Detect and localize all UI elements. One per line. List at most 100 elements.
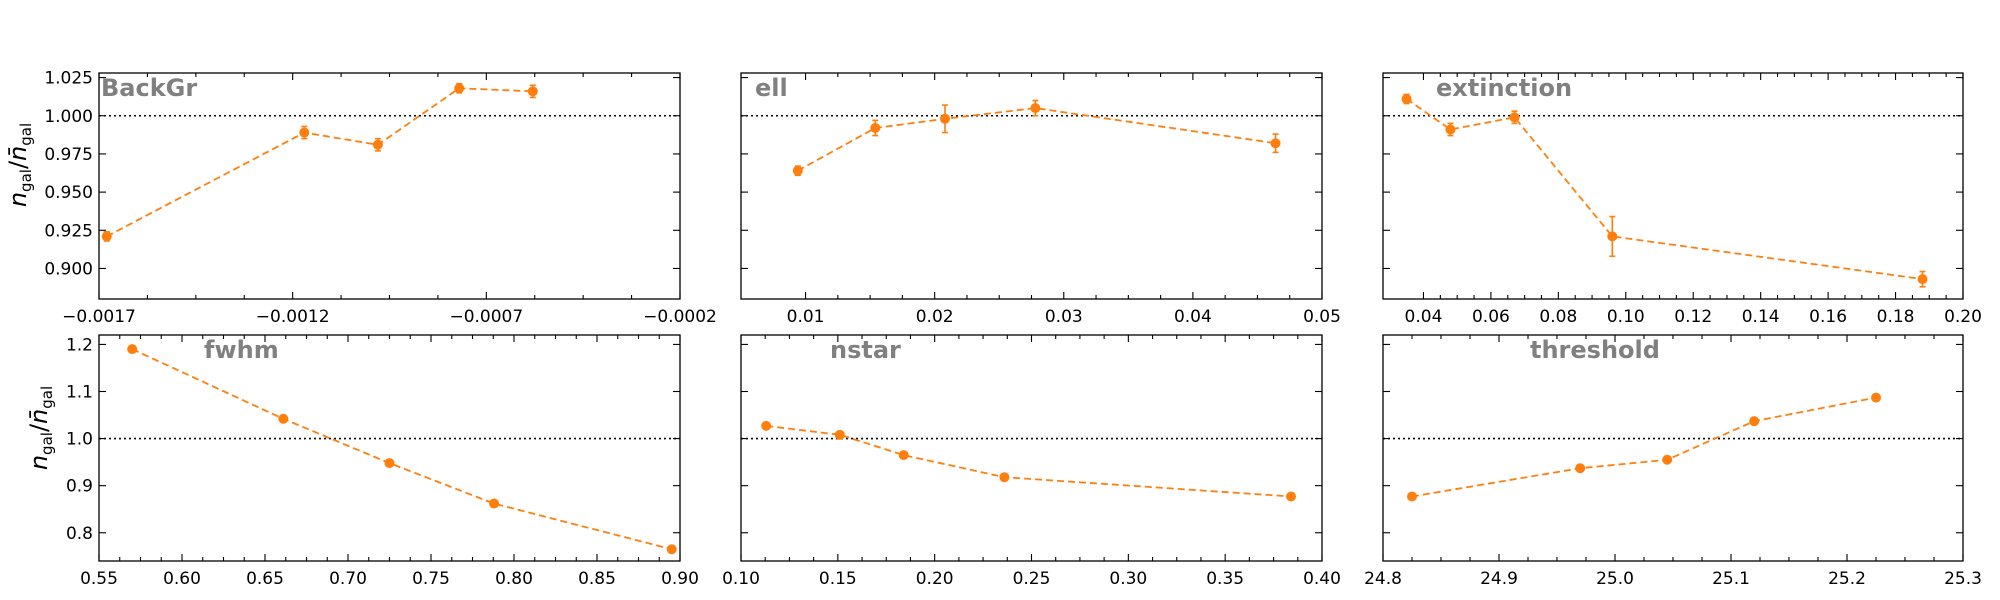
panel-title: BackGr (101, 74, 197, 102)
x-tick-label: 0.03 (1045, 307, 1083, 327)
panel-BackGr: −0.0017 −0.0012 −0.0007 −0.0002 0.900 0.925 0.… (44, 69, 717, 327)
x-tick-label: 0.05 (1303, 307, 1341, 327)
panel-nstar: 0.10 0.15 0.20 0.25 0.30 0.35 0.40 nstar (722, 334, 1341, 589)
data-point (278, 413, 289, 424)
data-point (127, 344, 138, 355)
data-point (527, 86, 538, 97)
x-tick-label: −0.0007 (449, 307, 523, 327)
plot-frame (98, 334, 681, 562)
plot-frame (1382, 334, 1964, 562)
data-point (1509, 112, 1520, 123)
data-point (1575, 463, 1586, 474)
panel-title: ell (755, 74, 788, 102)
x-tick-label: 0.04 (1174, 307, 1212, 327)
plot-frame (98, 72, 681, 300)
y-tick-label: 1.0 (66, 430, 93, 450)
series-line (131, 348, 672, 551)
x-tick-label: 0.35 (1206, 569, 1244, 589)
panel-fwhm: 0.55 0.60 0.65 0.70 0.75 0.80 0.85 0.90 0.8 0.9 1.… (66, 334, 699, 589)
panel-extinction: 0.04 0.06 0.08 0.10 0.12 0.14 0.16 0.18 0.20 exti… (1382, 72, 1982, 327)
x-tick-label: 24.9 (1480, 569, 1518, 589)
x-tick-label: 0.65 (246, 569, 284, 589)
x-tick-label: 0.70 (329, 569, 367, 589)
x-tick-label: −0.0012 (256, 307, 330, 327)
y-tick-label: 1.000 (44, 107, 93, 127)
x-tick-label: 0.75 (412, 569, 450, 589)
data-point (489, 498, 500, 509)
y-tick-label: 1.2 (66, 335, 93, 355)
panel-title: extinction (1436, 74, 1572, 102)
y-tick-label: 1.1 (66, 383, 93, 403)
data-point (999, 472, 1010, 483)
data-point (1270, 138, 1281, 149)
data-point (372, 139, 383, 150)
x-tick-label: 0.02 (916, 307, 954, 327)
series-line (1406, 98, 1923, 280)
ylabel-top-row: ngal/n̄gal (4, 123, 35, 207)
panel-title: fwhm (204, 336, 279, 364)
x-tick-label: 0.10 (1607, 307, 1645, 327)
y-tick-label: 0.900 (44, 259, 93, 279)
x-tick-label: 0.90 (661, 569, 699, 589)
data-point (898, 450, 909, 461)
x-tick-label: 24.8 (1364, 569, 1402, 589)
x-tick-label: 0.16 (1809, 307, 1847, 327)
x-tick-label: 0.08 (1539, 307, 1577, 327)
panel-threshold: 24.8 24.9 25.0 25.1 25.2 25.3 threshold (1364, 334, 1982, 589)
x-tick-label: 0.20 (916, 569, 954, 589)
data-point (299, 127, 310, 138)
x-tick-label: 0.40 (1303, 569, 1341, 589)
x-tick-label: 0.01 (787, 307, 825, 327)
x-tick-label: 0.25 (1013, 569, 1051, 589)
x-tick-label: 0.12 (1674, 307, 1712, 327)
x-tick-label: 0.15 (819, 569, 857, 589)
data-point (666, 544, 677, 555)
x-tick-label: 0.80 (495, 569, 533, 589)
data-point (939, 113, 950, 124)
data-point (454, 83, 465, 94)
data-point (792, 165, 803, 176)
plot-frame (1382, 72, 1964, 300)
x-tick-label: 25.2 (1828, 569, 1866, 589)
y-tick-label: 0.9 (66, 477, 93, 497)
x-tick-label: 25.0 (1596, 569, 1634, 589)
y-tick-label: 0.8 (66, 524, 93, 544)
data-point (1286, 491, 1297, 502)
y-tick-label: 0.925 (44, 221, 93, 241)
ylabel-bottom-row: ngal/n̄gal (25, 386, 56, 470)
x-tick-label: 0.10 (722, 569, 760, 589)
panel-title: threshold (1530, 336, 1660, 364)
data-point (101, 231, 112, 242)
series-line (1411, 396, 1877, 498)
x-tick-label: 0.14 (1742, 307, 1780, 327)
data-point (834, 429, 845, 440)
x-tick-label: −0.0002 (643, 307, 717, 327)
data-point (1445, 124, 1456, 135)
data-point (1030, 103, 1041, 114)
x-tick-label: 25.3 (1944, 569, 1982, 589)
panel-title: nstar (830, 336, 901, 364)
series-line (106, 87, 533, 238)
y-tick-label: 0.975 (44, 145, 93, 165)
series-line (797, 107, 1276, 172)
data-point (1401, 93, 1412, 104)
x-tick-label: 0.30 (1109, 569, 1147, 589)
data-point (1749, 416, 1760, 427)
plot-frame (740, 334, 1323, 562)
panel-ell: 0.01 0.02 0.03 0.04 0.05 ell (740, 72, 1341, 327)
x-tick-label: 25.1 (1712, 569, 1750, 589)
series-line (766, 425, 1292, 498)
data-point (870, 122, 881, 133)
y-tick-label: 1.025 (44, 69, 93, 89)
data-point (384, 458, 395, 469)
data-point (1407, 491, 1417, 502)
x-tick-label: 0.20 (1944, 307, 1982, 327)
x-tick-label: 0.55 (80, 569, 118, 589)
data-point (1662, 454, 1673, 465)
data-point (761, 420, 772, 431)
x-tick-label: 0.60 (163, 569, 201, 589)
data-point (1607, 231, 1618, 242)
x-tick-label: 0.18 (1877, 307, 1915, 327)
x-tick-label: −0.0017 (62, 307, 136, 327)
